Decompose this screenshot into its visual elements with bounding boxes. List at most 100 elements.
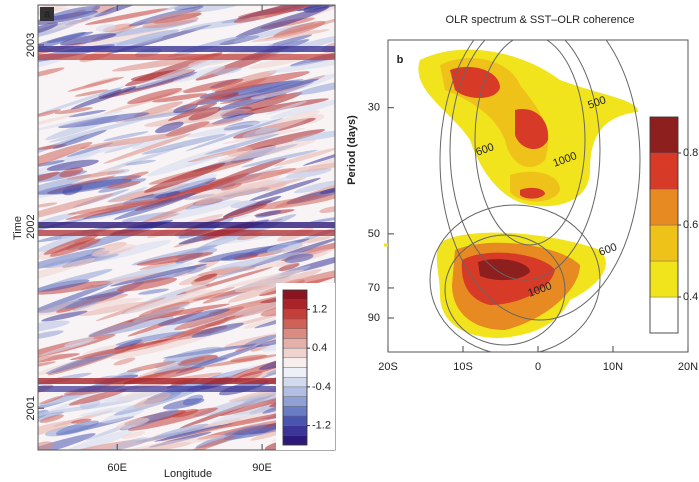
texture-streak [64,336,95,348]
texture-streak [127,407,218,431]
texture-streak [95,297,167,322]
filled-contour [478,259,530,281]
texture-streak [186,179,282,201]
texture-streak [124,159,156,166]
texture-streak [83,390,164,410]
texture-streak [175,344,264,374]
texture-streak [174,5,208,11]
texture-streak [38,114,75,129]
contour-label: 600 [597,241,618,259]
filled-contour [520,187,545,199]
texture-streak [63,29,168,50]
colorbar-swatch [282,386,308,397]
texture-streak [220,182,242,191]
texture-streak [38,109,62,118]
colorbar-swatch [282,396,308,407]
texture-streak [224,269,305,288]
texture-streak [48,116,155,143]
texture-streak [189,5,253,13]
texture-streak [249,177,321,201]
texture-streak [277,161,335,175]
texture-streak [136,252,214,266]
texture-streak [284,253,314,263]
texture-streak [74,89,109,97]
texture-streak [174,306,245,331]
texture-streak [60,33,117,46]
colorbar-swatch [282,376,308,388]
colorbar-label: 0.8 [683,147,698,159]
texture-streak [69,339,170,361]
texture-streak [309,215,335,223]
contour-line [429,204,601,352]
texture-streak [302,146,335,166]
y-tick-label: 2001 [25,396,37,420]
colorbar-swatch [282,425,308,436]
texture-streak [269,98,335,119]
texture-streak [152,93,208,103]
texture-streak [46,31,94,44]
texture-streak [204,133,280,155]
texture-streak [141,133,227,155]
texture-streak [132,303,191,323]
contour-line [444,234,566,346]
texture-streak [142,16,199,29]
texture-streak [255,210,282,218]
texture-streak [257,194,335,210]
texture-streak [216,364,265,378]
contour-line [439,40,641,321]
texture-streak [183,78,244,93]
texture-streak [163,346,223,363]
texture-streak [94,5,154,18]
texture-streak [192,421,247,435]
texture-streak [41,310,88,322]
texture-streak [264,34,313,48]
texture-streak [115,417,150,430]
colorbar-swatch [282,406,308,417]
texture-streak [187,435,235,450]
colorbar-swatch [649,188,679,226]
texture-streak [55,420,100,435]
texture-streak [79,301,148,317]
texture-streak [54,107,93,115]
texture-streak [202,354,281,368]
texture-band [38,46,335,52]
contour-label: 500 [586,94,607,112]
texture-streak [135,424,223,443]
texture-streak [165,121,210,137]
texture-streak [38,338,99,357]
texture-streak [127,87,183,104]
texture-streak [243,318,279,329]
texture-streak [68,388,128,406]
texture-streak [38,141,93,176]
colorbar-swatch [282,435,308,446]
texture-streak [38,67,65,79]
texture-streak [113,357,136,366]
texture-streak [44,5,101,21]
texture-streak [273,20,326,38]
x-tick-label: 10N [603,361,623,373]
texture-streak [38,248,106,272]
colorbar-label: 1.2 [312,303,327,315]
texture-streak [38,420,76,440]
texture-streak [68,109,106,118]
texture-streak [155,121,184,134]
x-tick-label: 60E [107,462,127,474]
texture-streak [38,171,60,184]
y-tick-label: 50 [368,228,380,240]
colorbar-label: -1.2 [312,420,331,432]
texture-streak [209,251,310,271]
colorbar-swatch [649,260,679,298]
texture-streak [47,178,132,195]
texture-streak [121,171,149,181]
texture-streak [38,280,112,295]
texture-streak [296,236,331,244]
colorbar-swatch [649,152,679,190]
axes-frame [37,4,336,451]
texture-streak [213,67,242,75]
filled-contour [450,66,500,98]
texture-streak [40,12,115,32]
texture-streak [219,78,320,103]
texture-band [38,230,335,236]
texture-streak [58,112,150,128]
texture-streak [230,200,258,209]
